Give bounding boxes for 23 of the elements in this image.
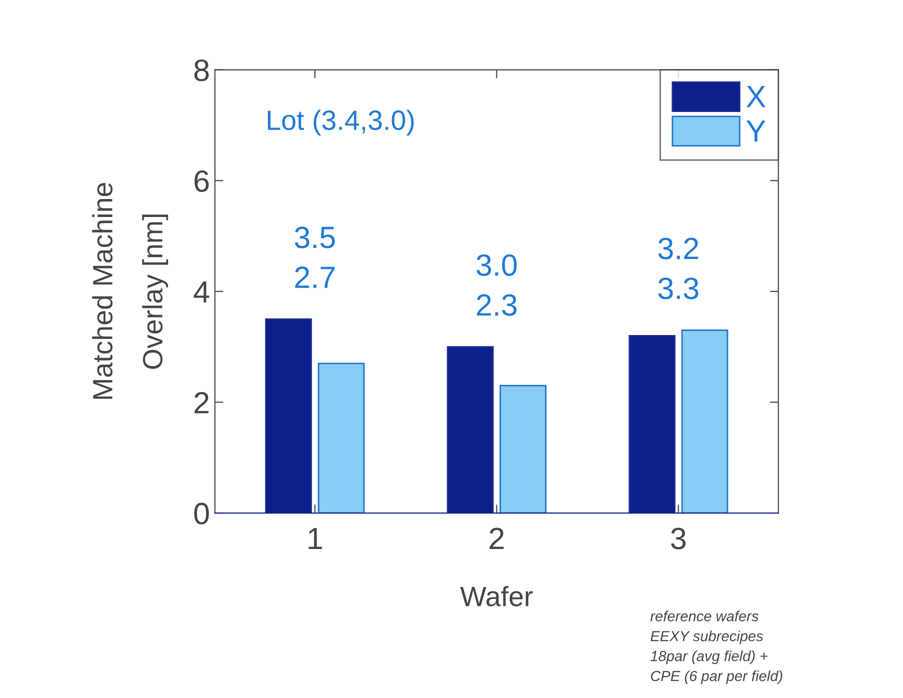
bar [500,384,546,514]
data-label: 3.5 [294,226,335,248]
legend-label: X [746,86,766,108]
x-tick-label: 2 [490,528,504,550]
y-tick-label: 0 [194,502,209,524]
bar [318,362,365,514]
y-axis-title: Matched Machine Overlay [nm] [92,183,168,399]
x-tick-label: 3 [671,528,686,550]
annotation: Lot (3.4,3.0) [268,110,414,136]
text: reference wafers EEXY subrecipes 18par (avg field) + CPE (6 par per field) [650,610,782,684]
legend-label: Y [746,120,766,142]
y-tick-label: 6 [194,170,209,192]
bar [681,330,728,514]
y-tick-label: 4 [194,281,210,302]
x-tick-label: 1 [308,528,322,550]
y-tick-label: 8 [194,60,209,82]
data-label: 3.2 [658,238,698,260]
data-label: 3.0 [476,254,517,276]
x-axis-title: Wafer [460,586,533,606]
y-tick-label: 2 [194,392,209,414]
data-label: 2.7 [295,266,335,288]
data-label: 3.3 [658,278,698,300]
data-label: 2.3 [476,294,517,316]
